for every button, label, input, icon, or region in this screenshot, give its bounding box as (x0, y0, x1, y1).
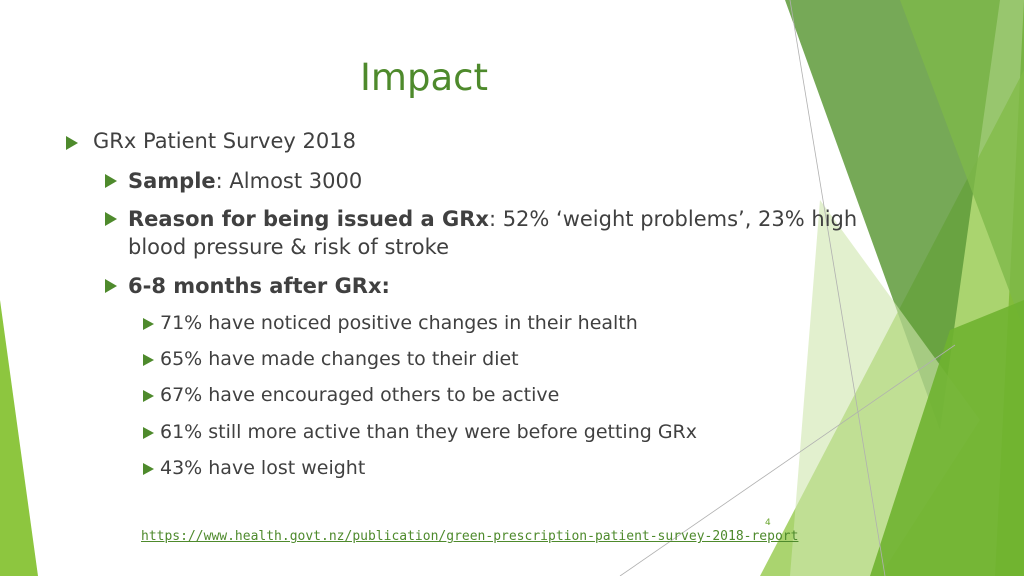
bullet-arrow-icon (105, 212, 117, 226)
bullet-arrow-icon (143, 427, 154, 439)
list-item: 65% have made changes to their diet (143, 348, 519, 370)
bullet-survey: GRx Patient Survey 2018 (66, 129, 356, 153)
bullet-arrow-icon (143, 318, 154, 330)
list-item: 61% still more active than they were bef… (143, 421, 697, 443)
page-number: 4 (765, 518, 771, 528)
sample-label: Sample (128, 169, 216, 193)
reason-value: : 52% ‘weight problems’, 23% high blood … (128, 207, 858, 259)
bullet-arrow-icon (105, 174, 117, 188)
bullet-reason: Reason for being issued a GRx: 52% ‘weig… (105, 205, 875, 261)
sample-value: : Almost 3000 (215, 169, 363, 193)
list-item-text: 61% still more active than they were bef… (160, 421, 698, 443)
list-item-text: 67% have encouraged others to be active (160, 384, 560, 406)
bullet-reason-text: Reason for being issued a GRx: 52% ‘weig… (128, 205, 875, 261)
bullet-arrow-icon (143, 354, 154, 366)
bullet-arrow-icon (66, 136, 78, 150)
slide-title: Impact (360, 56, 488, 99)
list-item: 43% have lost weight (143, 457, 365, 479)
bullet-arrow-icon (143, 390, 154, 402)
left-bottom-sliver (0, 300, 38, 576)
bullet-arrow-icon (143, 463, 154, 475)
bullet-survey-text: GRx Patient Survey 2018 (93, 129, 356, 153)
list-item: 71% have noticed positive changes in the… (143, 312, 638, 334)
thin-line-1 (789, 0, 886, 576)
bullet-arrow-icon (105, 279, 117, 293)
top-mid-triangle (900, 0, 1024, 330)
bullet-sample: Sample: Almost 3000 (105, 167, 895, 195)
bullet-after-text: 6-8 months after GRx: (128, 274, 390, 298)
list-item-text: 43% have lost weight (160, 457, 366, 479)
reason-label: Reason for being issued a GRx (128, 207, 489, 231)
list-item: 67% have encouraged others to be active (143, 384, 559, 406)
bullet-after: 6-8 months after GRx: (105, 272, 895, 300)
source-link[interactable]: https://www.health.govt.nz/publication/g… (141, 529, 799, 544)
bullet-sample-text: Sample: Almost 3000 (128, 167, 362, 195)
list-item-text: 65% have made changes to their diet (160, 348, 519, 370)
bottom-green-triangle (870, 300, 1024, 576)
list-item-text: 71% have noticed positive changes in the… (160, 312, 638, 334)
thin-line-2 (619, 344, 956, 576)
